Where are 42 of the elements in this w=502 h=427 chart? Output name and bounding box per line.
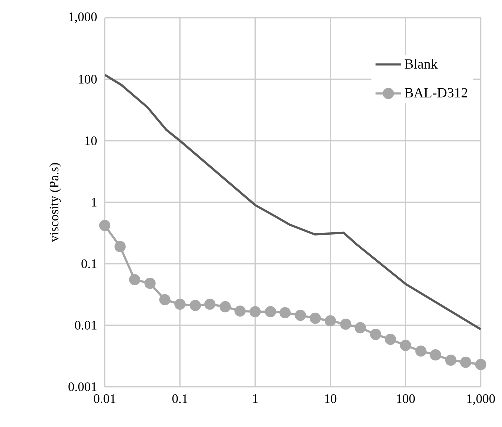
y-tick-label: 1 [92, 198, 97, 207]
point [204, 298, 216, 310]
point [174, 298, 186, 310]
point [385, 334, 396, 346]
x-tick-label: 10 [325, 394, 337, 404]
point [144, 278, 156, 290]
y-tick-label: 100 [79, 75, 97, 84]
point [416, 346, 427, 357]
point [310, 312, 322, 324]
x-tick-label: 1,000 [468, 394, 496, 406]
y-axis-title: viscosity (Pa.s) [50, 163, 62, 242]
point [430, 350, 442, 361]
point [190, 300, 202, 312]
y-tick-label: 0.001 [68, 382, 97, 392]
point [354, 322, 366, 334]
point [325, 315, 336, 327]
point [400, 340, 412, 352]
y-tick-label: 0.01 [75, 321, 97, 330]
x-tick-label: 100 [397, 394, 416, 404]
x-tick-label: 0.01 [94, 394, 116, 404]
point [475, 359, 487, 370]
point [460, 356, 472, 368]
point [340, 318, 352, 330]
point [114, 241, 126, 252]
x-tick-label: 0.1 [172, 394, 188, 404]
point [250, 306, 262, 318]
point [295, 310, 306, 322]
point [445, 354, 457, 366]
y-tick-label: 1,000 [69, 12, 97, 24]
point [220, 301, 232, 313]
point [129, 274, 141, 286]
y-tick-label: 0.1 [82, 260, 97, 268]
point [160, 294, 171, 306]
legend-label: Blank [404, 59, 438, 69]
point [234, 306, 246, 317]
point [370, 329, 382, 340]
point [280, 307, 291, 319]
point [99, 220, 111, 232]
legend-label: BAL-D312 [404, 88, 468, 98]
y-tick-label: 10 [86, 136, 97, 146]
x-tick-label: 1 [253, 394, 258, 404]
point [265, 306, 276, 318]
